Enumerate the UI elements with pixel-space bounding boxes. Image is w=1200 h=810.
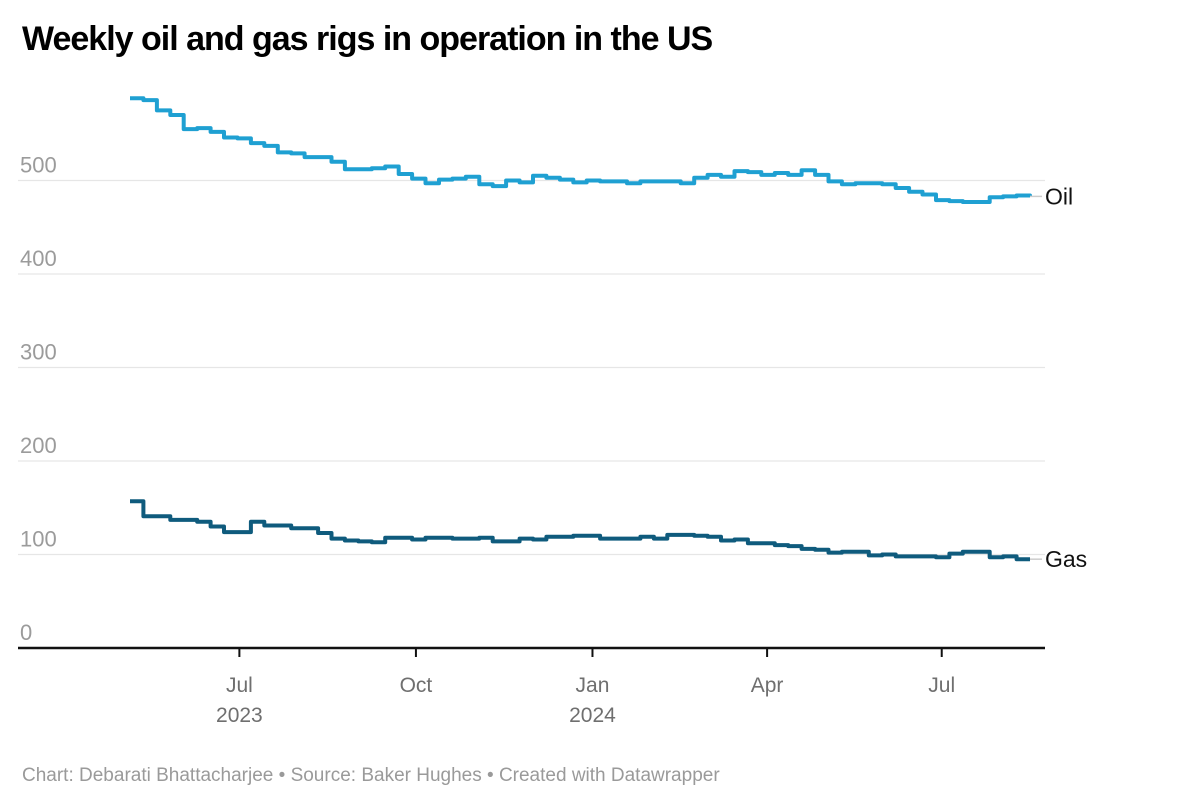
x-axis-label: Jan: [576, 674, 610, 697]
x-axis-year-label: 2023: [216, 704, 263, 727]
oil-series-label: Oil: [1045, 183, 1073, 209]
gas-series-label: Gas: [1045, 546, 1087, 572]
x-axis-label: Jul: [226, 674, 253, 697]
x-axis-label: Oct: [400, 674, 433, 697]
y-axis-label: 400: [20, 246, 57, 271]
x-axis-label: Jul: [928, 674, 955, 697]
gas-line: [130, 499, 1030, 562]
x-axis-year-label: 2024: [569, 704, 616, 727]
x-axis-label: Apr: [751, 674, 784, 697]
oil-line: [130, 96, 1032, 204]
rig-count-chart: 0 100 200 300 400 500 Jul 2023 Oct Jan 2024 Apr Jul O…: [18, 96, 1087, 727]
y-axis-label: 100: [20, 527, 57, 552]
y-axis-label: 0: [20, 620, 32, 645]
chart-footer: Chart: Debarati Bhattacharjee • Source: …: [22, 765, 720, 786]
y-axis-label: 300: [20, 340, 57, 365]
y-axis-label: 500: [20, 153, 57, 178]
chart-title: Weekly oil and gas rigs in operation in …: [22, 20, 713, 58]
y-axis-label: 200: [20, 433, 57, 458]
